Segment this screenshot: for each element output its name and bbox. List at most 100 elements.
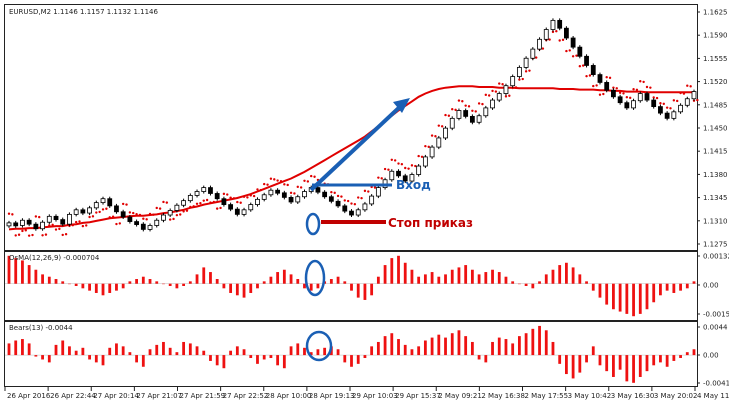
bears-bar [88, 355, 91, 360]
candle [691, 91, 697, 100]
candle [107, 198, 113, 207]
sar-dot [581, 64, 585, 67]
price-tick-label: 1.1310 [703, 217, 728, 225]
time-tick-label: 27 Apr 21:07 [136, 392, 182, 400]
bears-bar [538, 325, 541, 356]
candle [443, 127, 448, 139]
bears-bar [423, 340, 427, 356]
sar-dot [585, 74, 588, 78]
candle [73, 209, 79, 215]
sar-dot [420, 155, 424, 158]
candle [490, 99, 495, 109]
osma-bar [209, 272, 212, 284]
sar-dot [481, 102, 484, 106]
bears-tick-label: 0.0044 [703, 324, 728, 332]
candle [26, 219, 32, 225]
bears-bar [692, 349, 696, 356]
candle [637, 93, 643, 102]
sar-dot [494, 90, 498, 93]
sar-dot [434, 135, 437, 138]
sar-dot [498, 82, 501, 85]
candle [402, 175, 408, 182]
osma-bar [504, 276, 508, 284]
bears-bar [54, 344, 58, 356]
symbol-header: EURUSD,M2 1.1146 1.1157 1.1132 1.1146 [9, 8, 159, 16]
sar-dot [561, 38, 565, 42]
sar-dot [24, 229, 27, 232]
candle [436, 137, 442, 148]
time-tick-label: 29 Apr 10:03 [352, 392, 398, 400]
sar-dot [397, 162, 400, 165]
candle [369, 195, 375, 205]
candle [114, 205, 119, 213]
sar-dot [259, 188, 263, 192]
osma-bar [390, 258, 394, 284]
bears-bar [343, 355, 347, 363]
sar-dot [145, 218, 148, 221]
time-tick-label: 2 May 16:38 [481, 392, 525, 400]
sar-dot [21, 229, 24, 233]
time-tick-label: 3 May 20:02 [654, 392, 698, 400]
sar-dot [696, 98, 699, 102]
bears-histogram [5, 325, 697, 383]
bears-bar [7, 343, 11, 356]
sar-dot [410, 164, 414, 167]
sar-dot [440, 125, 444, 128]
bears-bar [612, 355, 615, 377]
osma-bar [578, 274, 582, 284]
bears-bar [578, 355, 582, 373]
osma-bar [108, 283, 112, 293]
candle [503, 85, 509, 94]
bears-bar [27, 343, 31, 356]
sar-dot [189, 205, 192, 209]
bears-bar [632, 355, 635, 383]
sar-dot [400, 163, 404, 166]
sar-dot [487, 94, 491, 97]
time-tick-label: 27 Apr 22:52 [223, 392, 269, 400]
bears-bar [504, 339, 508, 356]
osma-bar [309, 283, 313, 291]
osma-bar [329, 279, 333, 284]
sar-dot [343, 199, 346, 202]
sar-dot [249, 194, 252, 197]
candle [590, 65, 596, 75]
time-tick-label: 3 May 10:42 [568, 392, 612, 400]
osma-bar [356, 283, 360, 298]
bears-bar [68, 346, 71, 356]
candle [187, 195, 193, 202]
sar-dot [306, 180, 310, 183]
sar-dot [229, 196, 232, 199]
bears-bar [121, 346, 125, 356]
candle [449, 117, 455, 129]
bears-bar [229, 350, 233, 356]
osma-bar [679, 283, 682, 291]
osma-bar [551, 269, 555, 284]
sar-dot [78, 220, 81, 223]
stop-annotation: Стоп приказ [305, 212, 473, 236]
bears-bar [256, 355, 259, 364]
sar-dot [390, 158, 393, 161]
osma-bar [423, 274, 427, 284]
candle [684, 98, 690, 106]
sar-dot [686, 84, 689, 87]
sar-dot [51, 223, 54, 227]
sar-dot [518, 78, 521, 81]
candle [181, 200, 187, 206]
bears-bar [262, 355, 266, 360]
sar-dot [602, 92, 605, 96]
osma-bar [457, 267, 461, 284]
sar-dot [477, 102, 481, 105]
candle [396, 170, 401, 177]
candle [463, 110, 469, 117]
sar-dot [565, 49, 568, 53]
osma-bar [141, 276, 145, 284]
sar-dot [293, 192, 296, 195]
candle [658, 106, 663, 114]
bears-bar [430, 337, 434, 356]
sar-dot [618, 91, 622, 94]
candle [60, 219, 66, 225]
sar-dot [592, 84, 595, 88]
bears-highlight-circle [305, 330, 333, 362]
sar-dot [461, 100, 464, 103]
